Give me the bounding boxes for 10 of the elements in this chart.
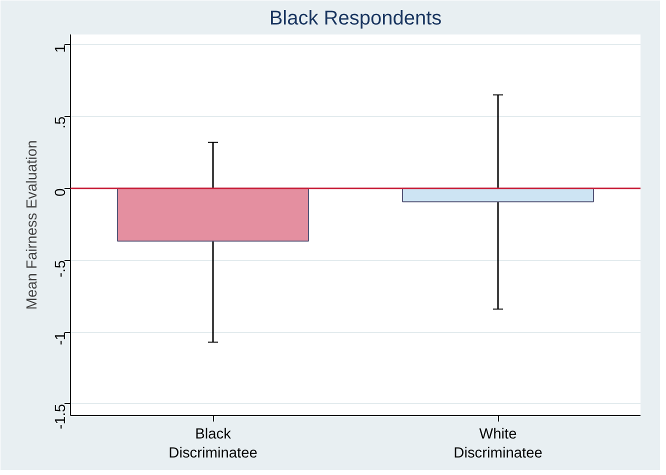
y-tick-label: -1 (53, 332, 69, 346)
y-tick-label: 0 (53, 188, 69, 196)
y-axis-title: Mean Fairness Evaluation (24, 140, 40, 310)
y-tick-label: 1 (53, 44, 69, 53)
x-tick-label: White Discriminatee (454, 426, 542, 462)
y-tick-label: -.5 (53, 260, 69, 278)
chart-title: Black Respondents (269, 8, 442, 30)
y-tick-label: -1.5 (53, 404, 69, 430)
x-tick-label: Black Discriminatee (168, 426, 258, 462)
y-tick-label: .5 (53, 116, 69, 129)
